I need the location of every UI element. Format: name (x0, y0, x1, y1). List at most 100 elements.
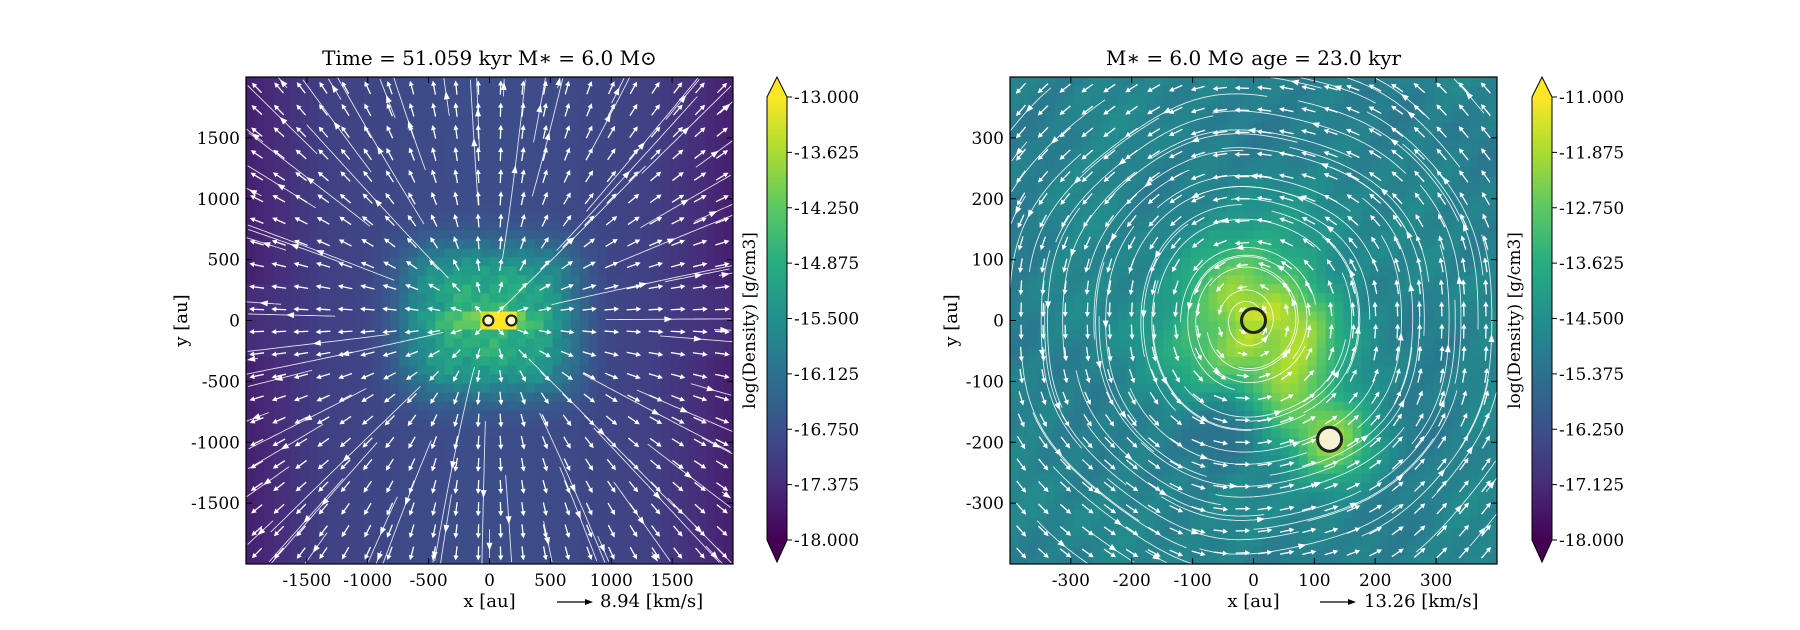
density-cell (561, 257, 572, 267)
density-cell (309, 401, 319, 412)
density-cell (390, 455, 400, 466)
density-cell (651, 221, 662, 231)
density-cell (1208, 122, 1219, 132)
velocity-arrow (563, 458, 571, 472)
density-cell (318, 212, 328, 222)
density-cell (534, 122, 545, 132)
density-cell (327, 293, 337, 304)
density-cell (417, 410, 427, 421)
density-cell (552, 158, 563, 168)
density-cell (606, 464, 617, 475)
density-cell (246, 320, 256, 331)
density-cell (255, 347, 265, 358)
density-cell (1073, 455, 1083, 466)
density-cell (678, 392, 689, 403)
density-cell (318, 176, 328, 186)
density-cell (390, 293, 400, 304)
density-cell (1100, 392, 1110, 403)
velocity-arrow (670, 261, 686, 268)
velocity-arrow (273, 127, 285, 138)
velocity-arrow (582, 329, 597, 335)
density-cell (354, 347, 364, 358)
density-cell (318, 320, 328, 331)
density-cell (318, 464, 328, 475)
velocity-arrow (427, 306, 441, 312)
density-cell (336, 482, 346, 493)
density-cell (417, 77, 427, 87)
density-cell (597, 338, 608, 349)
density-cell (579, 248, 590, 258)
density-cell (1055, 95, 1065, 105)
x-axis-ticks: -1500 -1000 -500 0 500 1000 1500 (282, 77, 694, 591)
density-cell (417, 473, 427, 484)
density-cell (282, 518, 292, 529)
density-cell (1091, 482, 1101, 493)
density-cell (273, 230, 283, 240)
density-cell (327, 275, 337, 286)
density-cell (606, 356, 617, 367)
density-cell (714, 527, 725, 538)
density-cell (309, 257, 319, 267)
density-cell (1028, 464, 1038, 475)
density-cell (363, 401, 373, 412)
density-cell (534, 77, 545, 87)
density-cell (255, 374, 265, 385)
density-cell (381, 122, 391, 132)
density-cell (363, 356, 373, 367)
density-cell (480, 482, 491, 493)
density-cell (1073, 491, 1083, 502)
velocity-arrow (475, 281, 481, 293)
density-cell (1172, 473, 1182, 484)
density-cell (552, 248, 563, 258)
density-cell (444, 455, 455, 466)
density-cell (489, 239, 500, 249)
density-cell (1019, 500, 1029, 511)
density-cell (642, 158, 653, 168)
density-cell (1019, 257, 1029, 267)
density-cell (399, 473, 409, 484)
velocity-arrow (408, 480, 416, 494)
density-cell (309, 473, 319, 484)
velocity-arrow (453, 102, 459, 117)
density-cell (543, 77, 554, 87)
density-cell (318, 446, 328, 457)
density-cell (714, 347, 725, 358)
density-cell (417, 482, 427, 493)
density-cell (354, 131, 364, 141)
streamline-arrow (280, 442, 290, 450)
density-cell (246, 410, 256, 421)
density-cell (1181, 257, 1191, 267)
density-cell (399, 230, 409, 240)
density-cell (687, 401, 698, 412)
density-cell (300, 383, 310, 394)
density-cell (408, 401, 418, 412)
density-cell (588, 140, 599, 150)
velocity-arrow (293, 373, 309, 380)
density-cell (300, 473, 310, 484)
density-cell (705, 257, 716, 267)
density-cell (1064, 230, 1074, 240)
density-cell (1010, 365, 1020, 376)
density-cell (588, 545, 599, 556)
density-cell (1181, 104, 1191, 114)
density-cell (651, 212, 662, 222)
density-cell (1046, 410, 1056, 421)
density-cell (651, 446, 662, 457)
density-cell (1163, 77, 1173, 87)
velocity-arrow (385, 458, 394, 471)
density-cell (1028, 320, 1038, 331)
density-cell (1154, 365, 1164, 376)
density-cell (579, 122, 590, 132)
velocity-arrow (250, 172, 264, 181)
density-cell (1163, 527, 1173, 538)
density-cell (1208, 77, 1219, 87)
density-cell (642, 284, 653, 295)
density-cell (651, 140, 662, 150)
density-cell (1010, 203, 1020, 213)
density-cell (345, 464, 355, 475)
density-cell (1028, 230, 1038, 240)
density-cell (714, 185, 725, 195)
density-cell (471, 365, 482, 376)
velocity-arrow (651, 547, 660, 560)
density-cell (399, 122, 409, 132)
